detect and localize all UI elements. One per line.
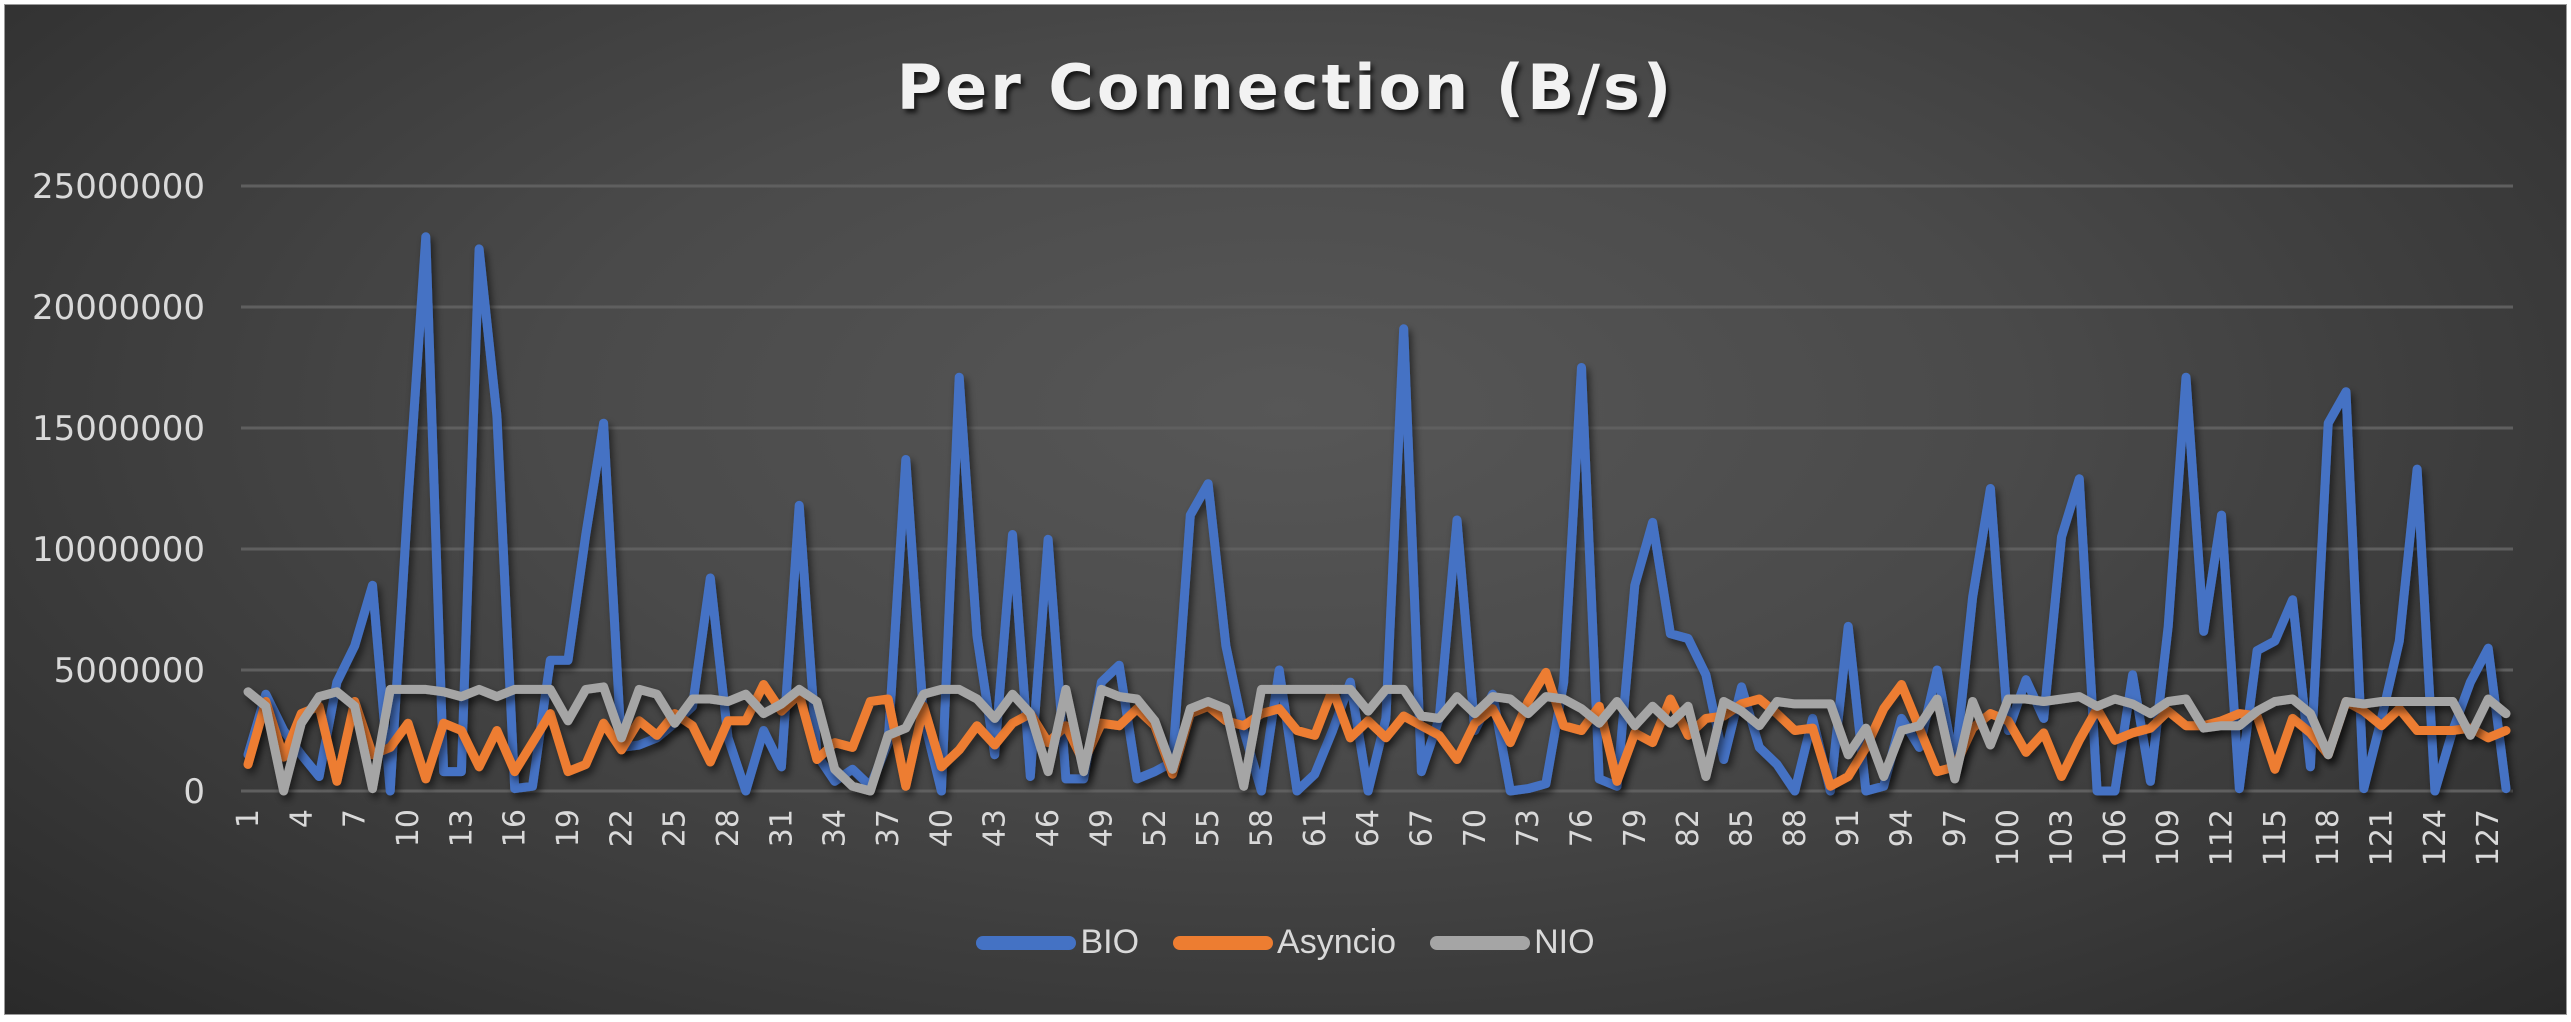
x-tick-label: 76 <box>1564 809 1599 847</box>
y-tick-label: 25000000 <box>32 167 205 207</box>
series-line-nio[interactable] <box>243 682 2511 796</box>
x-tick-label: 88 <box>1778 809 1813 847</box>
series-line-asyncio[interactable] <box>243 667 2511 791</box>
x-tick-label: 37 <box>871 809 906 847</box>
x-tick-label: 85 <box>1724 809 1759 847</box>
y-tick-label: 5000000 <box>54 651 205 691</box>
x-tick-label: 61 <box>1298 809 1333 847</box>
x-tick-label: 55 <box>1191 809 1226 847</box>
legend-item-bio[interactable]: BIO <box>976 923 1139 962</box>
x-tick-label: 4 <box>284 809 319 828</box>
x-tick-label: 94 <box>1884 809 1919 847</box>
legend-swatch-nio-icon <box>1430 935 1531 950</box>
x-tick-label: 91 <box>1831 809 1866 847</box>
x-tick-label: 46 <box>1031 809 1066 847</box>
plot-area: 0 5000000 10000000 15000000 20000000 25000000… <box>32 167 2513 866</box>
x-tick-label: 7 <box>338 809 373 828</box>
x-tick-label: 67 <box>1404 809 1439 847</box>
legend-swatch-asyncio-icon <box>1173 935 1274 950</box>
x-tick-label: 112 <box>2205 809 2240 866</box>
x-tick-label: 115 <box>2258 809 2293 866</box>
x-tick-label: 121 <box>2365 809 2400 866</box>
chart-frame: Per Connection (B/s) 0 5000000 10000000 150… <box>4 4 2567 1015</box>
x-tick-label: 70 <box>1458 809 1493 847</box>
x-tick-label: 100 <box>1991 809 2026 866</box>
legend-item-nio[interactable]: NIO <box>1430 923 1595 962</box>
x-tick-label: 22 <box>604 809 639 847</box>
x-tick-label: 16 <box>498 809 533 847</box>
legend-label-bio: BIO <box>1080 923 1140 961</box>
x-tick-label: 103 <box>2045 809 2080 866</box>
x-tick-label: 58 <box>1244 809 1279 847</box>
legend-item-asyncio[interactable]: Asyncio <box>1173 923 1396 962</box>
x-tick-label: 25 <box>658 809 693 847</box>
x-tick-label: 13 <box>444 809 479 847</box>
x-tick-label: 1 <box>231 809 266 828</box>
y-tick-label: 0 <box>183 772 205 812</box>
x-tick-label: 118 <box>2311 809 2346 866</box>
legend: BIO Asyncio NIO <box>5 923 2566 962</box>
x-tick-label: 52 <box>1138 809 1173 847</box>
x-tick-label: 79 <box>1618 809 1653 847</box>
x-tick-label: 31 <box>764 809 799 847</box>
x-tick-label: 127 <box>2471 809 2506 866</box>
x-tick-label: 73 <box>1511 809 1546 847</box>
chart-title: Per Connection (B/s) <box>896 51 1675 124</box>
x-tick-label: 97 <box>1938 809 1973 847</box>
y-tick-label: 15000000 <box>32 409 205 449</box>
x-tick-label: 34 <box>818 809 853 847</box>
y-tick-label: 10000000 <box>32 530 205 570</box>
x-tick-label: 109 <box>2151 809 2186 866</box>
x-tick-label: 40 <box>924 809 959 847</box>
x-tick-label: 43 <box>978 809 1013 847</box>
x-tick-label: 106 <box>2098 809 2133 866</box>
x-tick-label: 10 <box>391 809 426 847</box>
x-tick-label: 19 <box>551 809 586 847</box>
x-tick-label: 124 <box>2418 809 2453 866</box>
legend-label-asyncio: Asyncio <box>1277 923 1397 961</box>
legend-label-nio: NIO <box>1534 923 1595 961</box>
x-tick-label: 49 <box>1084 809 1119 847</box>
legend-swatch-bio-icon <box>976 935 1077 950</box>
x-tick-label: 82 <box>1671 809 1706 847</box>
x-tick-label: 64 <box>1351 809 1386 847</box>
y-tick-label: 20000000 <box>32 288 205 328</box>
x-tick-label: 28 <box>711 809 746 847</box>
